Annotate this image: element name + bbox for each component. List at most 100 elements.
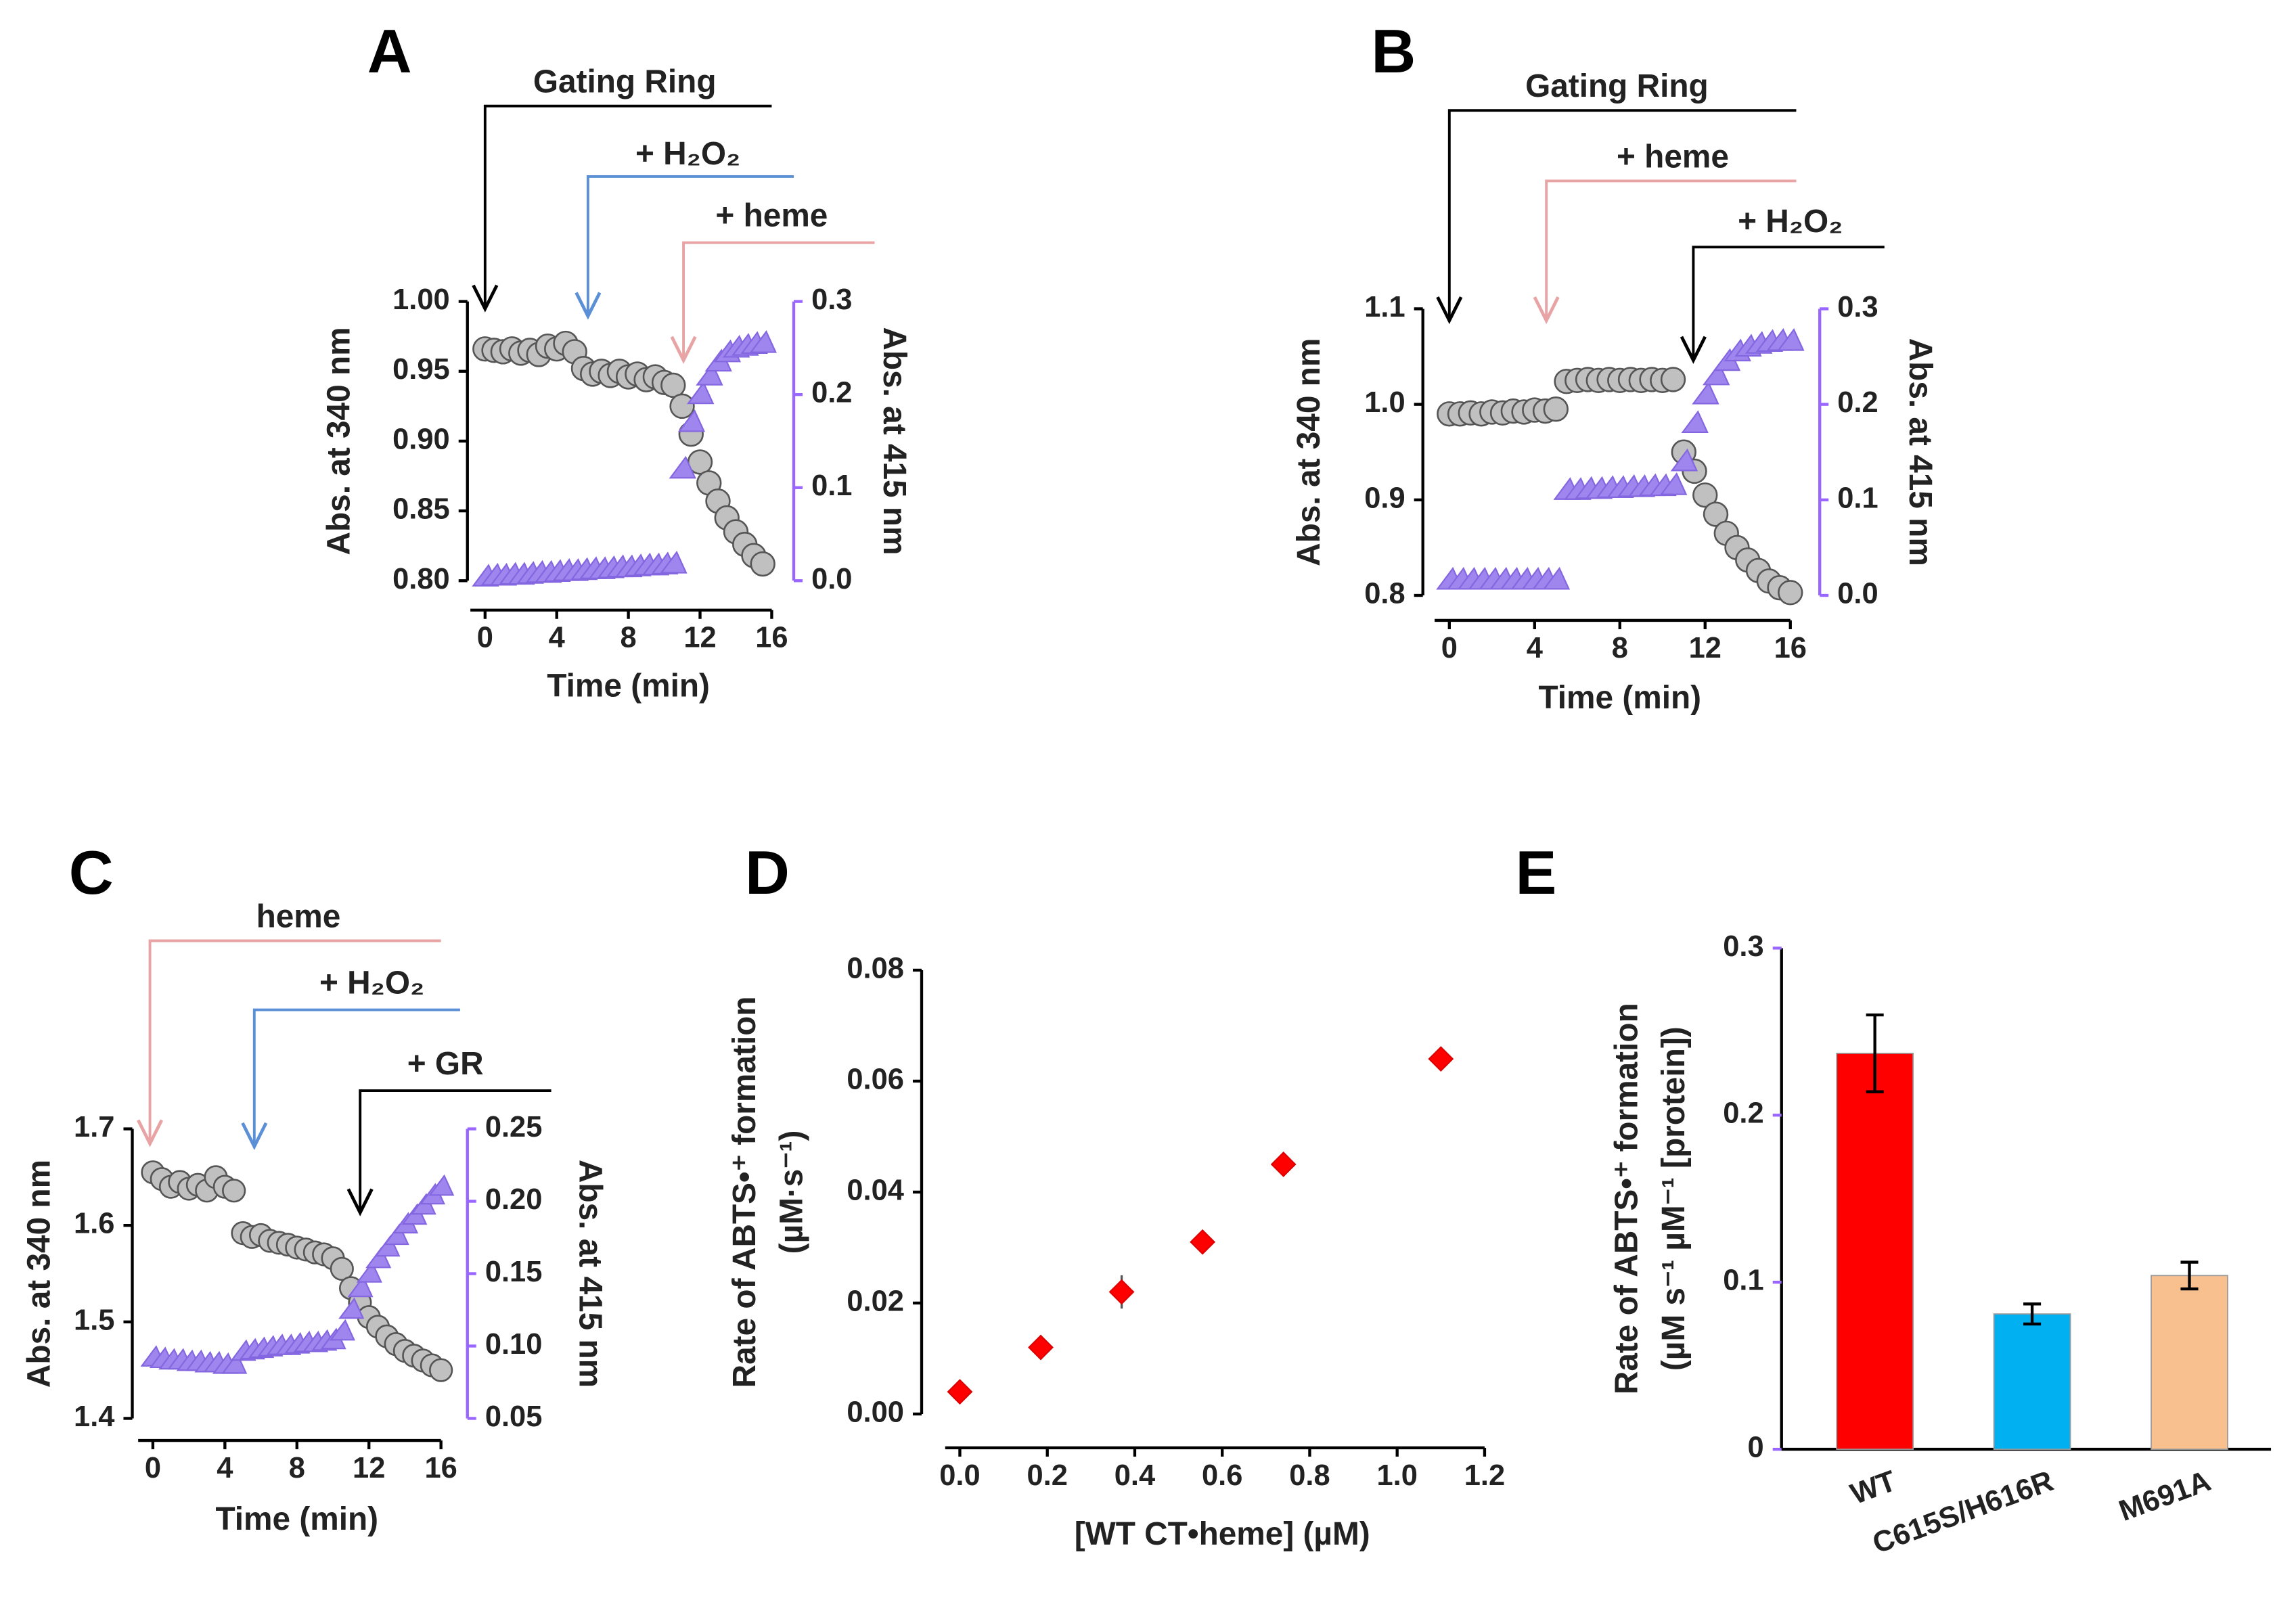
y-tick-label: 0.95 xyxy=(392,353,450,386)
annotation-arrow xyxy=(1692,246,1885,361)
y2-tick-label: 0.25 xyxy=(485,1111,543,1143)
y2-tick-label: 0.2 xyxy=(1837,386,1878,419)
y2-axis-title: Abs. at 415 nm xyxy=(1902,338,1938,566)
data-point xyxy=(660,551,688,574)
y2-tick-label: 0.05 xyxy=(485,1400,543,1433)
x-tick-label: 16 xyxy=(1774,632,1807,664)
y2-tick-label: 0.3 xyxy=(1837,291,1878,323)
data-point xyxy=(1542,566,1571,590)
y2-tick-label: 0.3 xyxy=(811,283,852,316)
data-point xyxy=(1659,472,1688,495)
data-point xyxy=(428,1174,455,1196)
y-tick-label: 0.8 xyxy=(1364,577,1405,610)
arrow-head xyxy=(1680,336,1707,364)
data-point xyxy=(1681,410,1709,433)
bar xyxy=(2151,1275,2228,1450)
y-tick-label: 1.5 xyxy=(74,1304,114,1336)
x-tick-label: 0.4 xyxy=(1115,1459,1155,1492)
x-tick-label: 4 xyxy=(217,1452,233,1484)
data-point xyxy=(1028,1334,1054,1361)
x-tick-label: 12 xyxy=(1689,632,1721,664)
x-tick-label: M691A xyxy=(2115,1465,2215,1528)
panel-letter: A xyxy=(367,17,412,86)
data-point xyxy=(1778,580,1803,606)
annotation: + H₂O₂ xyxy=(1738,204,1843,240)
y2-tick-label: 0.0 xyxy=(811,563,852,595)
y-tick-label: 0.02 xyxy=(847,1285,904,1317)
panel-letter: C xyxy=(69,838,114,907)
annotation: + heme xyxy=(715,198,828,233)
x-tick-label: 16 xyxy=(755,622,788,654)
data-point xyxy=(660,372,686,398)
data-point xyxy=(1670,448,1698,472)
annotation: + H₂O₂ xyxy=(635,136,740,172)
y2-tick-label: 0.1 xyxy=(1837,482,1878,514)
data-point xyxy=(677,409,706,432)
arrow-head xyxy=(137,1119,164,1147)
y-tick-label: 0.85 xyxy=(392,493,450,526)
data-point xyxy=(686,381,715,405)
y-axis-title: (µM·s⁻¹) xyxy=(774,1131,810,1254)
x-tick-label: 8 xyxy=(289,1452,305,1484)
x-tick-label: 8 xyxy=(621,622,637,654)
y2-tick-label: 0.10 xyxy=(485,1328,543,1361)
y-tick-label: 0.00 xyxy=(847,1396,904,1428)
data-point xyxy=(1692,382,1719,405)
annotation: + heme xyxy=(1617,139,1729,175)
x-tick-label: 12 xyxy=(683,622,716,654)
x-tick-label: 4 xyxy=(549,622,565,654)
y-axis-title: Rate of ABTS•⁺ formation xyxy=(727,997,763,1388)
x-axis-title: Time (min) xyxy=(215,1501,378,1537)
x-tick-label: 0 xyxy=(1441,632,1458,664)
data-point xyxy=(374,1235,401,1257)
x-tick-label: 16 xyxy=(425,1452,457,1484)
x-axis-title: Time (min) xyxy=(547,668,710,704)
x-tick-label: 0 xyxy=(145,1452,161,1484)
x-tick-label: WT xyxy=(1847,1465,1901,1511)
x-tick-label: 8 xyxy=(1612,632,1628,664)
y2-tick-label: 0.0 xyxy=(1837,577,1878,610)
x-tick-label: 4 xyxy=(1527,632,1543,664)
x-tick-label: 12 xyxy=(353,1452,385,1484)
x-tick-label: 0.8 xyxy=(1289,1459,1330,1492)
data-point xyxy=(222,1179,246,1203)
annotation: heme xyxy=(256,899,341,935)
data-point xyxy=(1660,367,1686,392)
y-axis-title: Rate of ABTS•⁺ formation xyxy=(1608,1003,1644,1394)
panel-letter: B xyxy=(1371,17,1416,86)
arrow-head xyxy=(575,292,602,320)
data-point xyxy=(1270,1152,1297,1177)
data-point xyxy=(383,1223,409,1246)
panel-letter: D xyxy=(745,838,790,907)
data-point xyxy=(1543,396,1569,422)
x-tick-label: 0.2 xyxy=(1027,1459,1068,1492)
y2-tick-label: 0.15 xyxy=(485,1256,543,1288)
annotation: + H₂O₂ xyxy=(319,965,424,1001)
x-tick-label: 1.2 xyxy=(1464,1459,1505,1492)
y-axis-title: (µM s⁻¹ µM⁻¹ [protein]) xyxy=(1656,1026,1692,1371)
annotation: + GR xyxy=(407,1046,484,1082)
x-tick-label: C615S/H616R xyxy=(1868,1465,2058,1560)
data-point xyxy=(1428,1046,1454,1072)
y2-tick-label: 0.20 xyxy=(485,1183,543,1216)
annotation-arrow xyxy=(148,939,441,1144)
bar xyxy=(1836,1053,1914,1450)
x-tick-label: 1.0 xyxy=(1376,1459,1417,1492)
y2-axis-title: Abs. at 415 nm xyxy=(876,327,912,555)
bar xyxy=(1993,1313,2071,1450)
y-tick-label: 0.08 xyxy=(847,952,904,984)
y-tick-label: 1.4 xyxy=(74,1400,114,1433)
x-tick-label: 0 xyxy=(477,622,493,654)
data-point xyxy=(429,1358,453,1382)
y2-axis-title: Abs. at 415 nm xyxy=(572,1160,608,1388)
x-tick-label: 0.6 xyxy=(1202,1459,1242,1492)
y2-tick-label: 0.1 xyxy=(811,470,852,502)
annotation: Gating Ring xyxy=(1525,68,1709,104)
x-axis-title: Time (min) xyxy=(1538,680,1701,716)
annotation: Gating Ring xyxy=(533,64,717,100)
data-point xyxy=(1190,1229,1216,1255)
y-axis-title: Abs. at 340 nm xyxy=(1291,338,1327,566)
y-tick-label: 1.0 xyxy=(1364,386,1405,419)
y-tick-label: 0.04 xyxy=(847,1174,904,1206)
arrow-head xyxy=(1533,296,1560,325)
